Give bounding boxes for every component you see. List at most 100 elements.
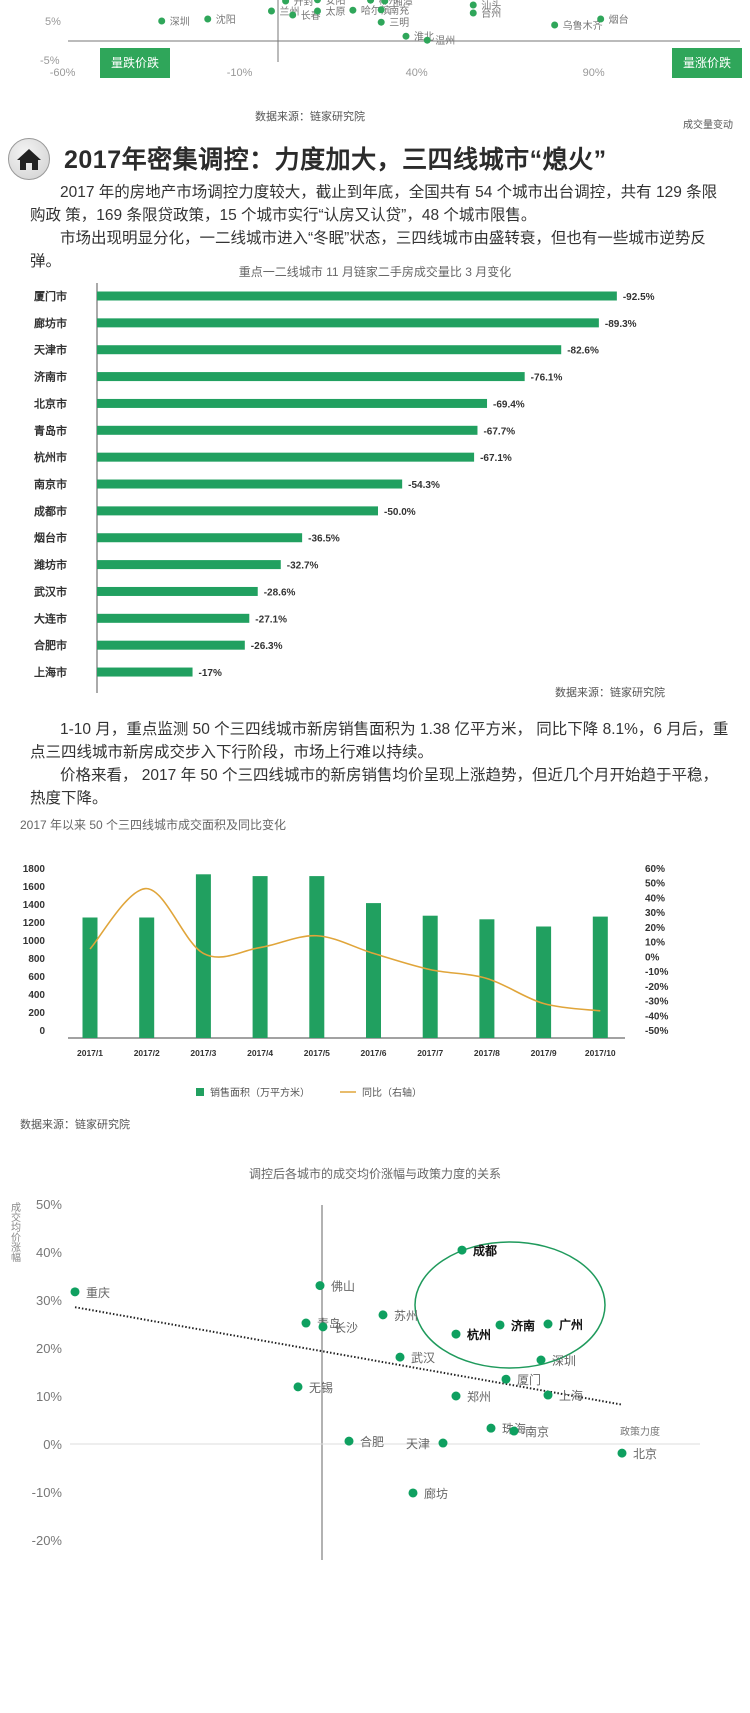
- value-label: -92.5%: [623, 292, 655, 303]
- data-point-label: 三明: [389, 17, 409, 29]
- bar-chart-title: 重点一二线城市 11 月链家二手房成交量比 3 月变化: [238, 265, 512, 279]
- data-point: [318, 1322, 328, 1332]
- value-label: -67.7%: [483, 426, 515, 437]
- combo-chart-source: 数据来源：链家研究院: [20, 1119, 130, 1131]
- x-tick-label: 2017/9: [531, 1048, 557, 1058]
- data-point: [349, 6, 357, 14]
- data-point: [423, 36, 431, 44]
- x-tick-label: 2017/1: [77, 1048, 103, 1058]
- data-point: [451, 1329, 461, 1339]
- data-point-label: 温州: [435, 35, 455, 47]
- data-point: [543, 1390, 553, 1400]
- data-point: [344, 1436, 354, 1446]
- data-point-label: 廊坊: [424, 1486, 448, 1501]
- data-point: [377, 6, 385, 14]
- category-label: 上海市: [34, 665, 67, 679]
- bar: [252, 876, 268, 1038]
- data-point: [301, 1318, 311, 1328]
- bar: [366, 903, 381, 1038]
- data-point-label: 长沙: [334, 1321, 358, 1335]
- value-label: -54.3%: [408, 480, 440, 491]
- data-point-label: 台州: [481, 7, 501, 20]
- paragraph: 1-10 月，重点监测 50 个三四线城市新房销售面积为 1.38 亿平方米， …: [30, 721, 729, 761]
- data-point: [486, 1423, 496, 1433]
- right-tick-label: 30%: [645, 908, 665, 919]
- paragraph: 价格来看， 2017 年 50 个三四线城市的新房销售均价呈现上涨趋势，但近几个…: [30, 767, 718, 807]
- city-volume-change-bar-chart: 厦门市 -92.5% 廊坊市 -89.3% 天津市 -82.6% 济南市 -76.1% 北京市 -…: [34, 283, 655, 693]
- data-point: [315, 1281, 325, 1291]
- category-label: 济南市: [34, 370, 67, 384]
- right-tick-label: 50%: [645, 879, 665, 890]
- right-tick-label: 10%: [645, 938, 665, 949]
- value-label: -69.4%: [493, 399, 525, 410]
- data-point-label: 苏州: [394, 1309, 418, 1323]
- bar-chart-source: 数据来源：链家研究院: [555, 687, 665, 699]
- data-point: [289, 11, 297, 19]
- data-point: [451, 1391, 461, 1401]
- paragraph: 市场出现明显分化，一二线城市进入“冬眠”状态，三四线城市由盛转衰，但也有一些城市…: [30, 230, 706, 270]
- category-label: 厦门市: [34, 289, 67, 303]
- left-tick-label: 1000: [23, 936, 46, 947]
- data-point: [495, 1320, 505, 1330]
- bar: [195, 874, 211, 1038]
- data-point: [469, 9, 477, 17]
- y-tick-label: 20%: [36, 1341, 62, 1356]
- data-point: [509, 1426, 519, 1436]
- value-label: -27.1%: [255, 614, 287, 625]
- left-tick-label: 0: [39, 1026, 45, 1037]
- data-point: [395, 1352, 405, 1362]
- data-point: [313, 7, 321, 15]
- data-point-label: 郑州: [467, 1389, 491, 1404]
- value-label: -26.3%: [251, 641, 283, 652]
- legend-bar-label: 销售面积（万平方米）: [210, 1086, 310, 1099]
- data-point: [402, 32, 410, 40]
- value-label: -76.1%: [531, 373, 563, 384]
- bar: [97, 613, 250, 623]
- data-point-label: 合肥: [360, 1434, 384, 1449]
- data-point-label: 杭州: [467, 1327, 491, 1342]
- left-tick-label: 400: [28, 990, 45, 1001]
- data-point: [536, 1355, 546, 1365]
- value-label: -67.1%: [480, 453, 512, 464]
- section-title: 2017年密集调控：力度加大，三四线城市“熄火”: [64, 146, 607, 174]
- highlight-ellipse: [414, 1241, 606, 1369]
- top-chart-source: 数据来源：链家研究院: [255, 111, 365, 123]
- category-label: 廊坊市: [34, 316, 67, 330]
- quadrant-label-volume-down-price-down: 量跌价跌: [100, 48, 170, 78]
- bar: [97, 345, 562, 355]
- x-tick-label: 2017/8: [474, 1048, 500, 1058]
- x-tick-label: 2017/4: [247, 1048, 273, 1058]
- data-point: [378, 1310, 388, 1320]
- data-point: [469, 1, 477, 9]
- category-label: 烟台市: [34, 531, 67, 545]
- data-point-label: 武汉: [411, 1351, 435, 1365]
- data-point-label: 厦门: [517, 1372, 541, 1387]
- data-point-label: 无锡: [309, 1380, 333, 1395]
- data-point: [70, 1287, 80, 1297]
- category-label: 大连市: [34, 611, 67, 625]
- category-label: 北京市: [34, 396, 67, 410]
- data-point-label: 天津: [406, 1437, 430, 1451]
- bar: [97, 533, 303, 543]
- top-chart-x-axis-label: 成交量变动: [683, 120, 733, 131]
- bar: [592, 916, 608, 1038]
- bar: [139, 917, 155, 1038]
- bar: [536, 926, 552, 1038]
- yoy-line: [89, 887, 601, 1012]
- data-point: [408, 1488, 418, 1498]
- y-tick-label: -5%: [40, 55, 60, 67]
- y-tick-label: 5%: [45, 16, 61, 28]
- data-point-label: 上海: [559, 1388, 583, 1403]
- right-tick-label: 20%: [645, 923, 665, 934]
- bar: [97, 586, 258, 596]
- y-tick-label: -20%: [32, 1533, 63, 1548]
- data-point-label: 安阳: [325, 0, 345, 7]
- value-label: -32.7%: [287, 561, 319, 572]
- data-point-label: 郴州: [379, 0, 399, 7]
- middle-paragraphs: 1-10 月，重点监测 50 个三四线城市新房销售面积为 1.38 亿平方米， …: [30, 718, 730, 810]
- data-point: [543, 1319, 553, 1329]
- value-label: -50.0%: [384, 507, 416, 518]
- data-point: [501, 1374, 511, 1384]
- scatter-title: 调控后各城市的成交均价涨幅与政策力度的关系: [248, 1167, 501, 1181]
- y-tick-label: 30%: [36, 1293, 62, 1308]
